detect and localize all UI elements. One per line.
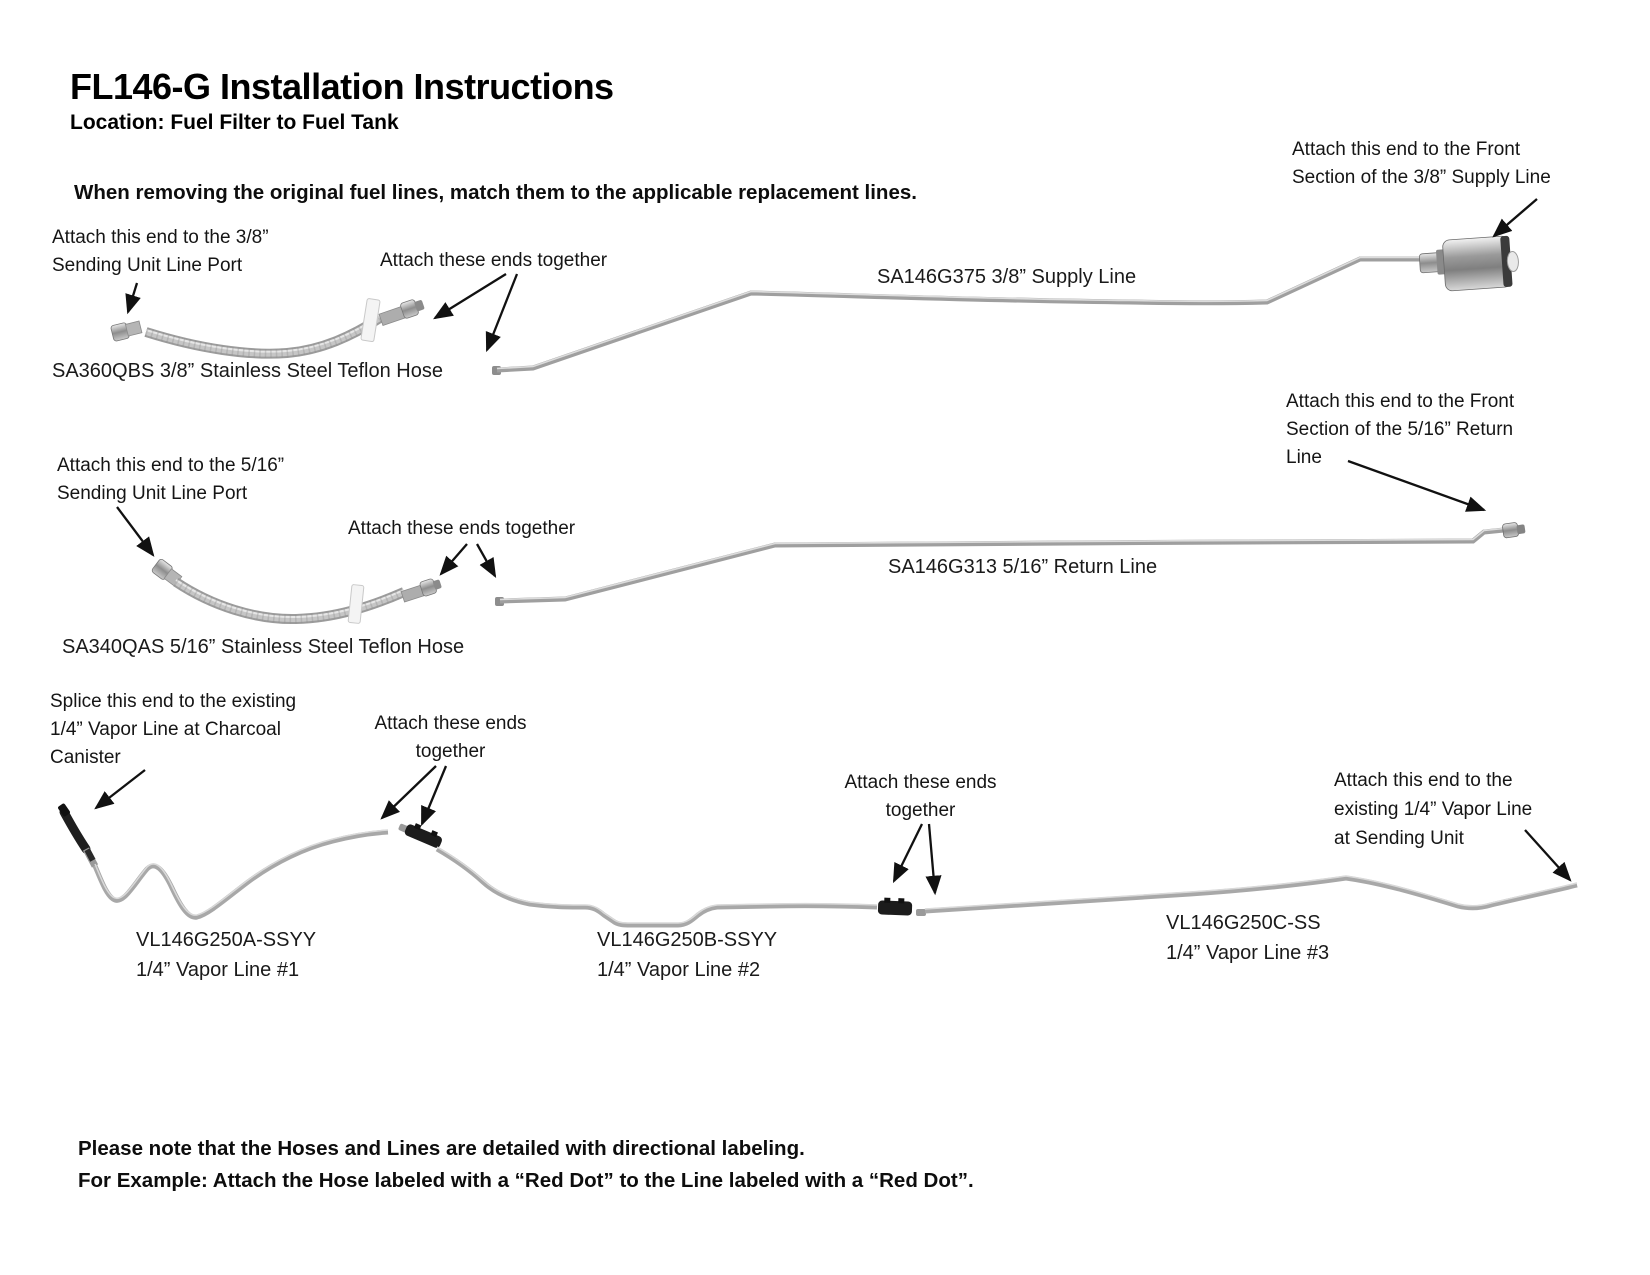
arrow-row3-attach1-right bbox=[420, 765, 448, 827]
arrow-row1-attach-right bbox=[485, 273, 519, 353]
row3-vapor-line2-illustration bbox=[398, 823, 913, 928]
row2-right-callout: Attach this end to the Front Section of … bbox=[1286, 391, 1515, 468]
row2-return-line-part-label: SA146G313 5/16” Return Line bbox=[888, 556, 1158, 578]
row3-vapor-line1-part-label: VL146G250A-SSYY 1/4” Vapor Line #1 bbox=[136, 929, 317, 981]
row3-attach2-callout: Attach these ends together bbox=[844, 772, 997, 821]
arrow-row3-sending-unit bbox=[1524, 829, 1572, 882]
footer-note-line1: Please note that the Hoses and Lines are… bbox=[78, 1137, 805, 1160]
arrow-row2-attach-right bbox=[475, 543, 497, 579]
arrow-row2-sending-unit bbox=[116, 506, 155, 557]
row2-left-callout: Attach this end to the 5/16” Sending Uni… bbox=[57, 455, 285, 504]
row2-hose-part-label: SA340QAS 5/16” Stainless Steel Teflon Ho… bbox=[62, 636, 465, 658]
arrow-row1-sending-unit bbox=[125, 282, 141, 315]
row2-attach-callout: Attach these ends together bbox=[348, 518, 576, 539]
row3-vapor-line3-illustration bbox=[916, 875, 1578, 916]
arrow-row3-attach1-left bbox=[380, 765, 437, 820]
page-title: FL146-G Installation Instructions bbox=[70, 66, 614, 107]
arrow-row2-attach-left bbox=[439, 543, 468, 576]
arrow-row3-splice bbox=[94, 769, 146, 810]
row3-splice-callout: Splice this end to the existing 1/4” Vap… bbox=[50, 691, 297, 768]
row1-supply-line-illustration bbox=[492, 235, 1519, 375]
row3-attach1-callout: Attach these ends together bbox=[374, 713, 527, 762]
callout-arrows bbox=[94, 198, 1572, 896]
row1-teflon-hose-illustration bbox=[110, 298, 425, 359]
row1-hose-part-label: SA360QBS 3/8” Stainless Steel Teflon Hos… bbox=[52, 360, 443, 382]
arrow-row2-front-section bbox=[1347, 459, 1487, 512]
row1-attach-callout: Attach these ends together bbox=[380, 250, 608, 271]
arrow-row1-attach-left bbox=[433, 273, 507, 320]
row3-vapor-line2-part-label: VL146G250B-SSYY 1/4” Vapor Line #2 bbox=[597, 929, 778, 981]
row1-right-callout: Attach this end to the Front Section of … bbox=[1292, 139, 1551, 188]
row3-vapor-line3-part-label: VL146G250C-SS 1/4” Vapor Line #3 bbox=[1166, 912, 1330, 964]
row1-left-callout: Attach this end to the 3/8” Sending Unit… bbox=[52, 227, 269, 276]
row2-return-line-illustration bbox=[495, 522, 1526, 606]
arrow-row3-attach2-right bbox=[925, 823, 942, 896]
page-location-subtitle: Location: Fuel Filter to Fuel Tank bbox=[70, 111, 399, 134]
arrow-row3-attach2-left bbox=[892, 823, 924, 884]
intro-note: When removing the original fuel lines, m… bbox=[74, 181, 917, 204]
row3-right-callout: Attach this end to the existing 1/4” Vap… bbox=[1334, 770, 1533, 849]
fuel-filter-illustration bbox=[1418, 235, 1519, 292]
arrow-row1-front-section bbox=[1492, 198, 1538, 238]
row1-supply-line-part-label: SA146G375 3/8” Supply Line bbox=[877, 266, 1137, 288]
row2-teflon-hose-illustration bbox=[151, 558, 442, 625]
row3-vapor-line1-illustration bbox=[58, 803, 389, 920]
footer-note-line2: For Example: Attach the Hose labeled wit… bbox=[78, 1169, 974, 1192]
